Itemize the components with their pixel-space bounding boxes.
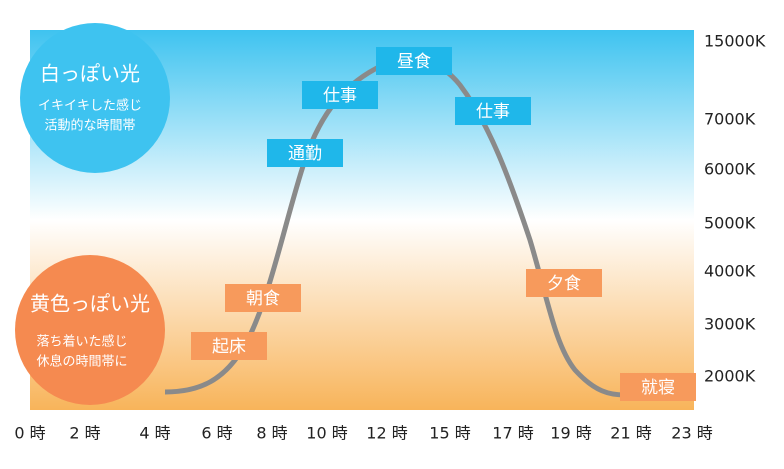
event-box xyxy=(526,269,602,297)
event-label: 通勤 xyxy=(288,144,322,164)
y-label: 7000K xyxy=(704,110,756,129)
circle-text: 休息の時間帯に xyxy=(36,354,127,370)
event-label: 昼食 xyxy=(397,52,431,72)
x-axis: 0 時 2 時 4 時 6 時 8 時 10 時 12 時 15 時 17 時 19 時 21 時 2… xyxy=(14,424,712,443)
x-label: 0 時 xyxy=(14,424,45,443)
event-label: 起床 xyxy=(212,337,246,357)
y-label: 2000K xyxy=(704,367,756,386)
y-label: 4000K xyxy=(704,262,756,281)
y-label: 5000K xyxy=(704,214,756,233)
event-label: 仕事 xyxy=(476,102,510,122)
event-label: 夕食 xyxy=(547,274,581,294)
yellow-circle xyxy=(15,255,165,405)
x-label: 4 時 xyxy=(139,424,170,443)
event-box xyxy=(225,284,301,312)
event-label: 就寝 xyxy=(641,377,675,398)
x-label: 19 時 xyxy=(550,424,591,443)
x-label: 17 時 xyxy=(492,424,533,443)
event-box xyxy=(191,332,267,360)
circle-text: 落ち着いた感じ xyxy=(36,334,127,350)
y-label: 3000K xyxy=(704,315,756,334)
event-box xyxy=(620,373,696,401)
event-box xyxy=(302,81,378,109)
x-label: 12 時 xyxy=(366,424,407,443)
x-label: 15 時 xyxy=(429,424,470,443)
circle-title: 白っぽい光 xyxy=(40,62,140,86)
x-label: 23 時 xyxy=(671,424,712,443)
event-box xyxy=(455,97,531,125)
circle-text: イキイキした感じ xyxy=(38,98,142,114)
y-label: 15000K xyxy=(704,32,766,51)
x-label: 8 時 xyxy=(256,424,287,443)
x-label: 6 時 xyxy=(201,424,232,443)
x-label: 21 時 xyxy=(610,424,651,443)
x-label: 10 時 xyxy=(306,424,347,443)
event-label: 朝食 xyxy=(246,289,280,309)
white-circle xyxy=(20,23,170,173)
event-box xyxy=(376,47,452,75)
x-label: 2 時 xyxy=(69,424,100,443)
circle-text: 活動的な時間帯 xyxy=(44,118,135,134)
event-label: 仕事 xyxy=(323,86,357,106)
circle-title: 黄色っぽい光 xyxy=(30,292,150,316)
y-label: 6000K xyxy=(704,160,756,179)
event-box xyxy=(267,139,343,167)
y-axis: 15000K 7000K 6000K 5000K 4000K 3000K 2000K xyxy=(704,32,766,386)
